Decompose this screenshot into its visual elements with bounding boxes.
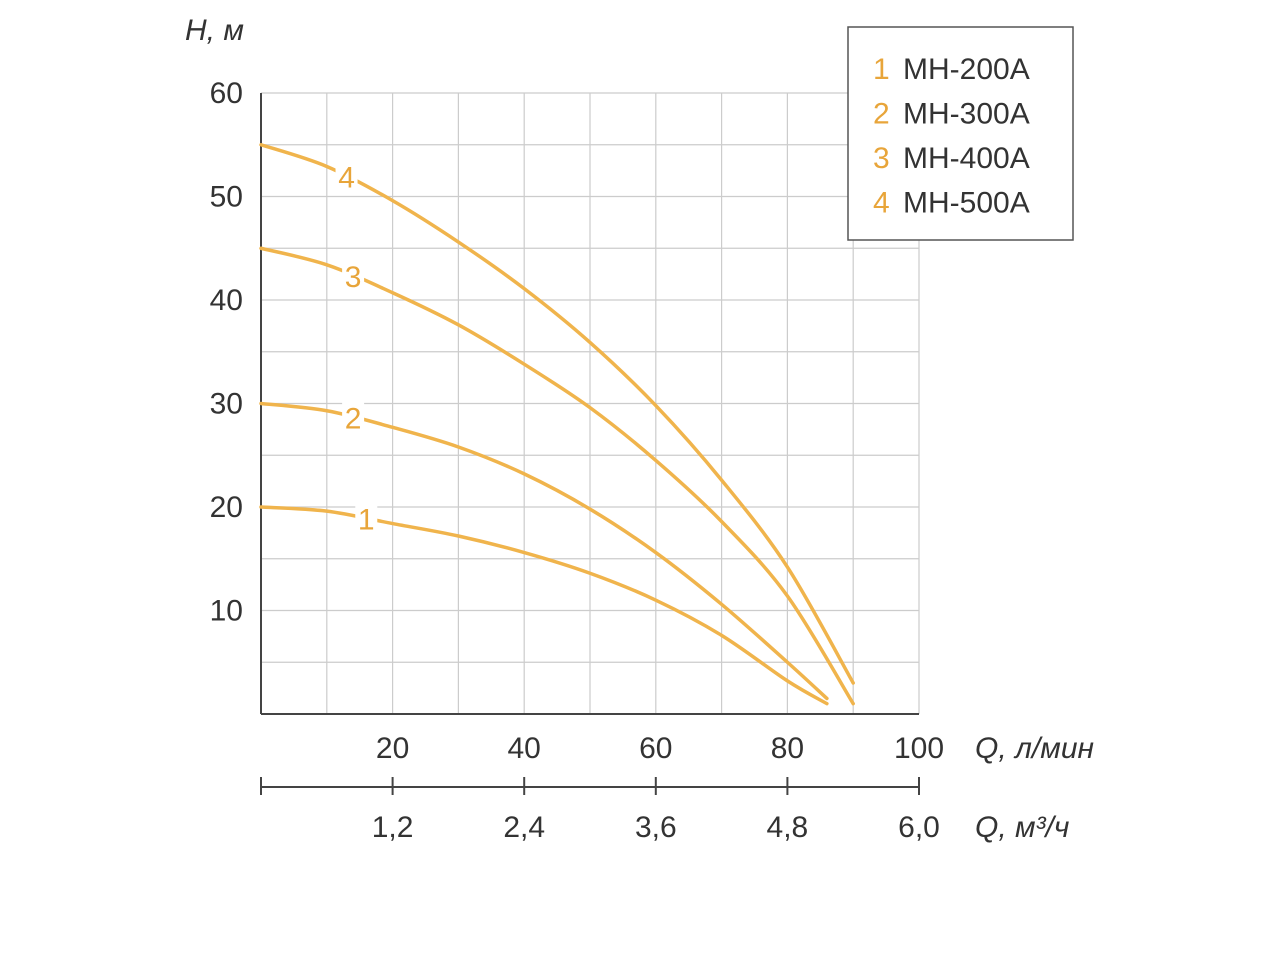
y-axis-label: H, м — [185, 14, 244, 47]
y-tick-label: 60 — [210, 77, 243, 110]
curve-MH-400A — [259, 246, 855, 706]
x2-tick-label: 2,4 — [503, 811, 545, 844]
x2-tick-label: 6,0 — [898, 811, 940, 844]
x-tick-label: 80 — [771, 732, 804, 765]
curve-label-bg — [342, 258, 365, 293]
curve-label-2: 2 — [345, 402, 362, 435]
curve-label-1: 1 — [358, 504, 375, 537]
x2-tick-label: 1,2 — [372, 811, 414, 844]
x-tick-label: 20 — [376, 732, 409, 765]
y-tick-label: 30 — [210, 388, 243, 421]
y-tick-label: 40 — [210, 284, 243, 317]
curve-labels: 1 2 3 4 — [335, 159, 378, 537]
legend-item-name: MH-400A — [903, 142, 1030, 175]
x-tick-label: 40 — [508, 732, 541, 765]
y-tick-label: 10 — [210, 595, 243, 628]
curve-label-4: 4 — [338, 162, 355, 195]
y-tick-labels: 10 20 30 40 50 60 — [210, 77, 243, 628]
legend-item-name: MH-300A — [903, 98, 1030, 131]
x-tick-label: 60 — [639, 732, 672, 765]
curve-MH-200A — [259, 505, 829, 706]
legend-item-name: MH-500A — [903, 187, 1030, 220]
x2-tick-label: 3,6 — [635, 811, 677, 844]
x-axis-label: Q, л/мин — [975, 732, 1094, 765]
legend-item-number: 1 — [873, 53, 890, 86]
curve-label-3: 3 — [345, 261, 362, 294]
curve-MH-500A — [259, 143, 855, 685]
legend-item-number: 3 — [873, 142, 890, 175]
legend-item-number: 2 — [873, 98, 890, 131]
x2-tick-label: 4,8 — [767, 811, 809, 844]
x2-axis-label: Q, м³/ч — [975, 811, 1069, 844]
curve-label-bg — [342, 400, 365, 435]
x-tick-label: 100 — [894, 732, 944, 765]
x-tick-labels: 20 40 60 80 100 — [376, 732, 944, 765]
x2-tick-labels: 1,2 2,4 3,6 4,8 6,0 — [372, 811, 940, 844]
legend-item-number: 4 — [873, 187, 890, 220]
legend-items: 1 MH-200A 2 MH-300A 3 MH-400A 4 MH-500A — [873, 53, 1030, 220]
curve-MH-300A — [259, 401, 829, 701]
legend: 1 MH-200A 2 MH-300A 3 MH-400A 4 MH-500A — [847, 26, 1074, 241]
y-tick-label: 50 — [210, 181, 243, 214]
legend-item-name: MH-200A — [903, 53, 1030, 86]
axes — [260, 93, 920, 795]
curve-label-bg — [355, 501, 378, 536]
legend-box — [847, 26, 1074, 241]
y-tick-label: 20 — [210, 491, 243, 524]
curve-label-bg — [335, 159, 358, 194]
grid — [261, 92, 920, 714]
